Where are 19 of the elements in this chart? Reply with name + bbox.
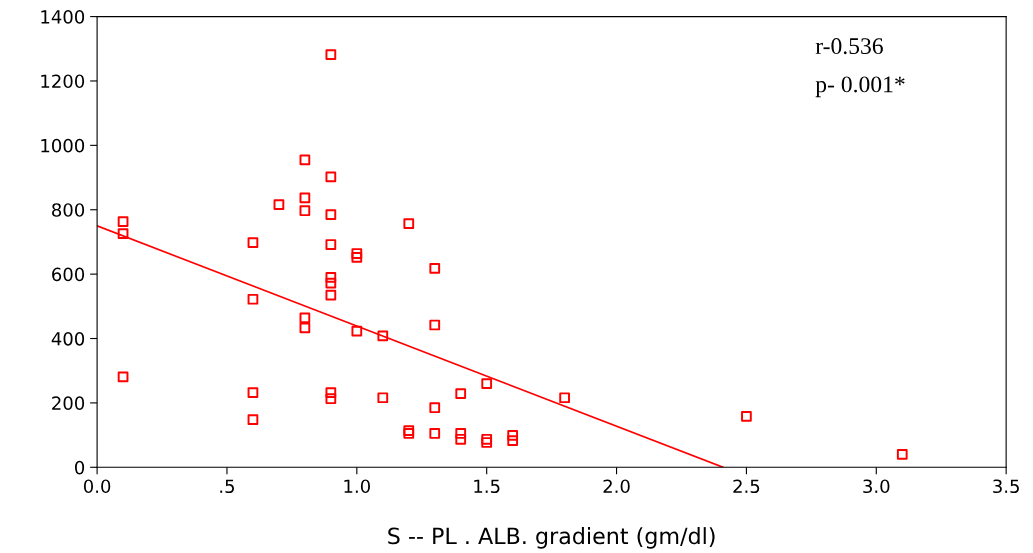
y-tick-label: 200: [52, 396, 85, 411]
x-tick-label: 2.5: [733, 479, 760, 494]
x-axis-title: S -- PL . ALB. gradient (gm/dl): [388, 527, 715, 549]
y-tick-label: 800: [52, 203, 85, 217]
y-tick-label: 600: [52, 267, 85, 282]
x-tick-label: 2.0: [603, 479, 630, 494]
x-tick-label: .5: [220, 479, 234, 494]
annotation: p- 0.001*: [815, 76, 905, 98]
y-tick-label: 400: [51, 331, 85, 346]
x-tick-label: 3.5: [993, 479, 1019, 494]
y-tick-label: 1400: [41, 10, 85, 24]
y-tick-label: 1000: [41, 138, 85, 153]
annotation: r-0.536: [815, 38, 883, 55]
x-tick-label: 3.0: [863, 479, 890, 494]
x-tick-label: 1.0: [344, 479, 370, 494]
x-tick-label: 1.5: [474, 479, 500, 494]
x-tick-label: 0.0: [83, 479, 111, 494]
y-tick-label: 1200: [41, 74, 85, 89]
y-tick-label: 0: [75, 460, 85, 475]
